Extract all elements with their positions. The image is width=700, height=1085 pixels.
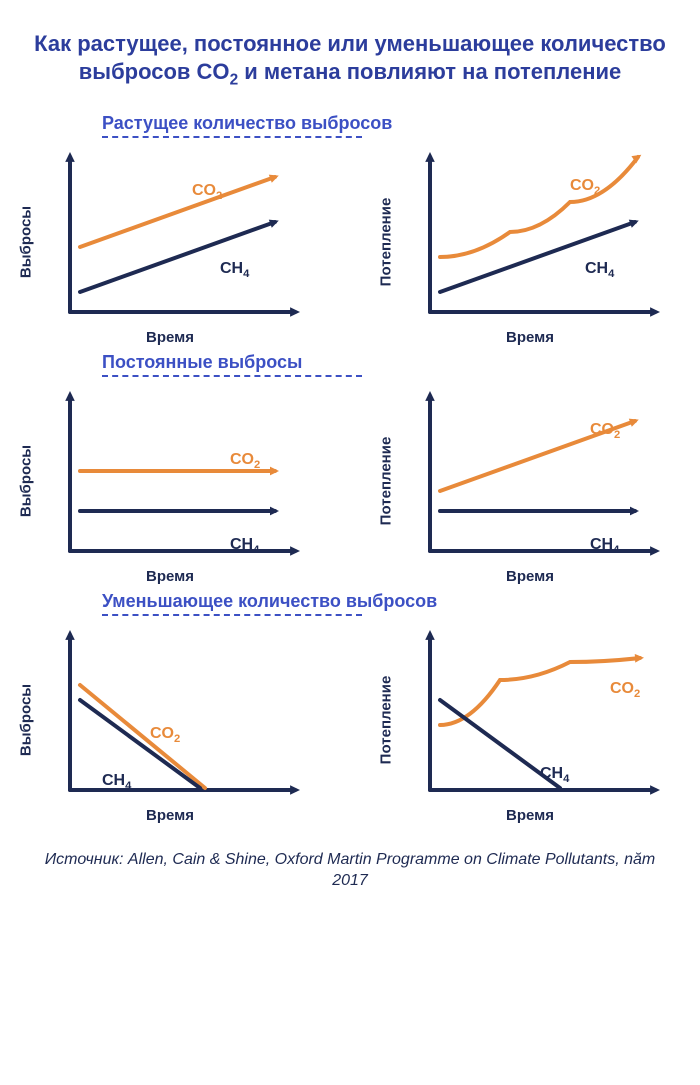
series-label-ch4: CH4: [102, 772, 131, 792]
chart: CO2CH4ВыбросыВремя: [30, 381, 310, 581]
y-axis-label: Потепление: [378, 437, 395, 526]
series-label-co2: CO2: [150, 725, 180, 745]
section-title: Растущее количество выбросов: [102, 113, 670, 134]
series-label-ch4: CH4: [590, 536, 619, 556]
series-label-ch4: CH4: [220, 260, 249, 280]
y-axis-label: Выбросы: [18, 684, 35, 756]
section: Постоянные выбросыCO2CH4ВыбросыВремяCO2C…: [30, 352, 670, 581]
page-title: Как растущее, постоянное или уменьшающее…: [30, 30, 670, 89]
section-underline: [102, 614, 362, 616]
series-label-co2: CO2: [590, 421, 620, 441]
chart-row: CO2CH4ВыбросыВремяCO2CH4ПотеплениеВремя: [30, 620, 670, 820]
section-underline: [102, 136, 362, 138]
series-label-co2: CO2: [570, 177, 600, 197]
y-axis-label: Потепление: [378, 676, 395, 765]
x-axis-label: Время: [146, 807, 194, 824]
chart: CO2CH4ВыбросыВремя: [30, 620, 310, 820]
x-axis-label: Время: [506, 568, 554, 585]
section-title: Постоянные выбросы: [102, 352, 670, 373]
source-citation: Источник: Allen, Cain & Shine, Oxford Ma…: [30, 850, 670, 892]
section-underline: [102, 375, 362, 377]
section: Растущее количество выбросовCO2CH4Выброс…: [30, 113, 670, 342]
section-header: Уменьшающее количество выбросов: [102, 591, 670, 616]
chart-row: CO2CH4ВыбросыВремяCO2CH4ПотеплениеВремя: [30, 142, 670, 342]
x-axis-label: Время: [506, 329, 554, 346]
chart: CO2CH4ПотеплениеВремя: [390, 381, 670, 581]
series-label-ch4: CH4: [230, 536, 259, 556]
chart: CO2CH4ПотеплениеВремя: [390, 620, 670, 820]
chart-row: CO2CH4ВыбросыВремяCO2CH4ПотеплениеВремя: [30, 381, 670, 581]
y-axis-label: Потепление: [378, 198, 395, 287]
sections-container: Растущее количество выбросовCO2CH4Выброс…: [30, 113, 670, 830]
series-label-co2: CO2: [230, 451, 260, 471]
y-axis-label: Выбросы: [18, 206, 35, 278]
series-label-co2: CO2: [610, 680, 640, 700]
chart: CO2CH4ПотеплениеВремя: [390, 142, 670, 342]
x-axis-label: Время: [146, 329, 194, 346]
x-axis-label: Время: [146, 568, 194, 585]
series-label-ch4: CH4: [540, 765, 569, 785]
chart: CO2CH4ВыбросыВремя: [30, 142, 310, 342]
section-title: Уменьшающее количество выбросов: [102, 591, 670, 612]
section-header: Постоянные выбросы: [102, 352, 670, 377]
series-label-ch4: CH4: [585, 260, 614, 280]
y-axis-label: Выбросы: [18, 445, 35, 517]
section: Уменьшающее количество выбросовCO2CH4Выб…: [30, 591, 670, 820]
series-label-co2: CO2: [192, 182, 222, 202]
x-axis-label: Время: [506, 807, 554, 824]
section-header: Растущее количество выбросов: [102, 113, 670, 138]
